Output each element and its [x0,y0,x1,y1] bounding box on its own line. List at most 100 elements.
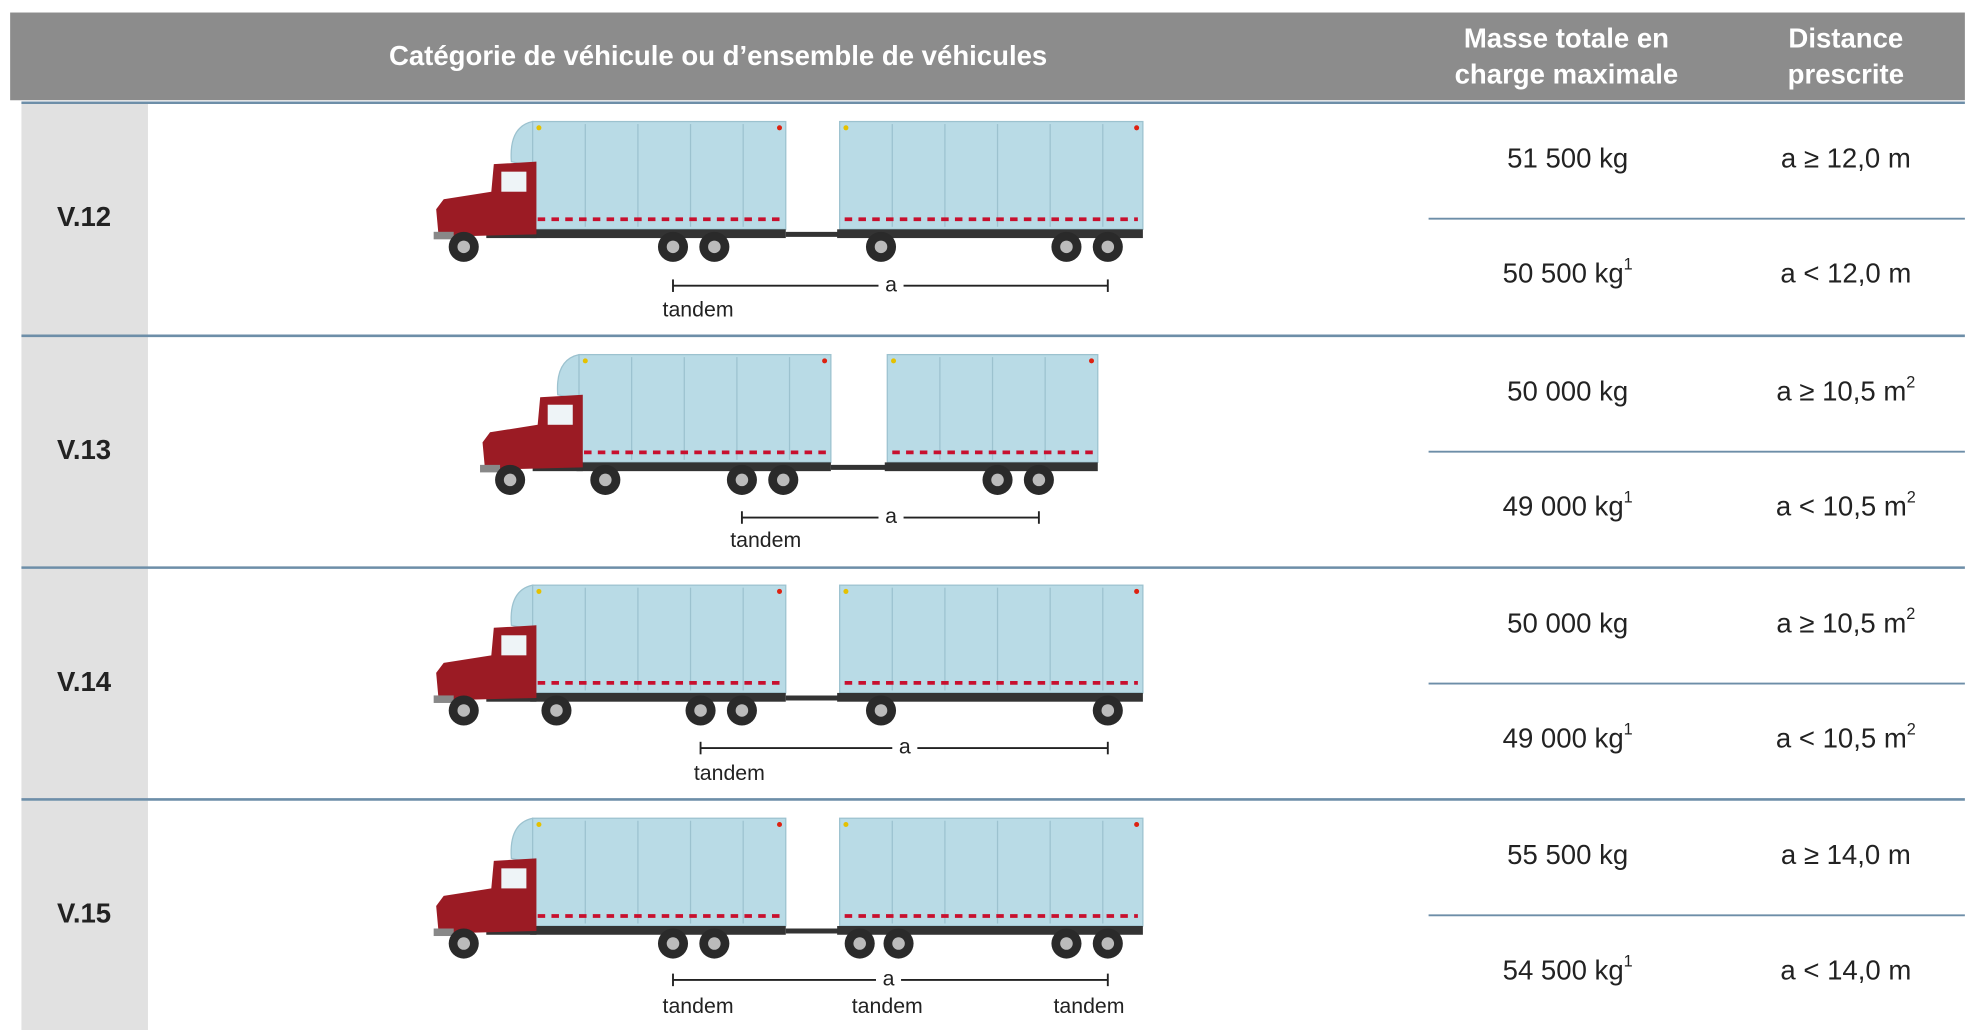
cargo-box [578,353,832,463]
hub [1060,937,1073,950]
marker-light [843,125,849,131]
distance: a ≥ 10,5 m [1776,376,1906,407]
mass: 55 500 kg [1507,839,1628,870]
frame [530,692,786,702]
cab-window [501,171,527,192]
mass-value: 50 000 kg [1507,608,1628,639]
footnote-mark: 2 [1906,606,1915,624]
footnote-mark: 2 [1907,489,1916,507]
marker-light [1134,588,1140,594]
hub [1101,937,1115,950]
hub [503,473,517,487]
marker-light [777,125,783,131]
marker-light [582,358,588,364]
distance-value: a < 12,0 m [1780,258,1911,289]
distance-value: a ≥ 10,5 m2 [1776,606,1915,639]
distance-value: a ≥ 12,0 m [1781,143,1911,174]
distance: a < 10,5 m [1776,723,1907,754]
hub [991,473,1004,487]
frame [837,925,1143,935]
mass: 51 500 kg [1507,143,1628,174]
mass-value: 54 500 kg1 [1503,953,1633,986]
code-cell [21,568,148,800]
bumper [480,464,501,473]
marker-light [822,358,828,364]
footnote-mark: 2 [1906,374,1915,392]
marker-light [891,358,897,364]
header-mass: charge maximale [1455,59,1679,90]
mass: 50 500 kg [1503,258,1624,289]
dimension-label: a [899,735,911,759]
distance-value: a ≥ 10,5 m2 [1776,374,1915,407]
frame [837,692,1143,702]
dimension-label: a [885,272,897,296]
distance: a ≥ 12,0 m [1781,143,1911,174]
cab-window [547,404,573,425]
hub [666,937,680,950]
cab-window [501,635,527,656]
bumper [433,695,454,703]
hub [853,937,866,950]
vehicle-code: V.14 [57,666,112,697]
distance-value: a < 10,5 m2 [1776,489,1916,522]
hub [735,704,749,717]
bumper [433,928,454,937]
mass-value: 50 000 kg [1507,376,1628,407]
axle-label: tandem [730,528,801,552]
vehicle-code: V.13 [57,434,111,465]
hub [457,240,471,254]
hub [874,704,888,717]
mass: 54 500 kg [1503,955,1624,986]
hub [1101,240,1115,254]
cab-window [501,868,527,889]
hub [1032,473,1046,487]
cargo-box [532,584,787,694]
distance: a < 10,5 m [1776,491,1907,522]
mass-value: 49 000 kg1 [1503,489,1633,522]
header-distance: Distance [1788,22,1903,53]
marker-light [1134,125,1140,131]
mass-value: 51 500 kg [1507,143,1628,174]
mass-value: 55 500 kg [1507,839,1628,870]
fairing [510,584,534,632]
hub [892,937,905,950]
cargo-box [532,120,787,230]
frame [530,229,786,239]
header-bar [10,12,1965,101]
marker-light [1134,821,1140,828]
marker-light [843,821,849,828]
marker-light [536,821,542,828]
hub [694,704,707,717]
hub [1101,704,1115,717]
code-cell [21,337,148,568]
distance: a < 14,0 m [1780,955,1911,986]
hub [550,704,563,717]
marker-light [536,125,542,131]
vehicle-code: V.12 [57,201,111,232]
frame [837,229,1143,239]
axle-label: tandem [852,994,923,1018]
header-category: Catégorie de véhicule ou d’ensemble de v… [389,40,1047,71]
code-cell [21,104,148,335]
axle-label: tandem [663,994,734,1018]
mass: 50 000 kg [1507,376,1628,407]
marker-light [843,588,849,594]
footnote-mark: 2 [1907,721,1916,739]
header-distance: prescrite [1788,59,1904,90]
marker-light [777,821,783,828]
hub [666,240,680,254]
hub [735,473,749,487]
fairing [556,353,580,401]
mass: 49 000 kg [1503,491,1624,522]
hub [708,937,721,950]
cargo-box [839,817,1144,927]
distance-value: a < 14,0 m [1780,955,1911,986]
distance: a ≥ 10,5 m [1776,608,1906,639]
footnote-mark: 1 [1624,721,1633,739]
cargo-box [532,817,787,927]
hub [457,937,471,950]
footnote-mark: 1 [1624,953,1633,971]
header-mass: Masse totale en [1464,22,1669,53]
